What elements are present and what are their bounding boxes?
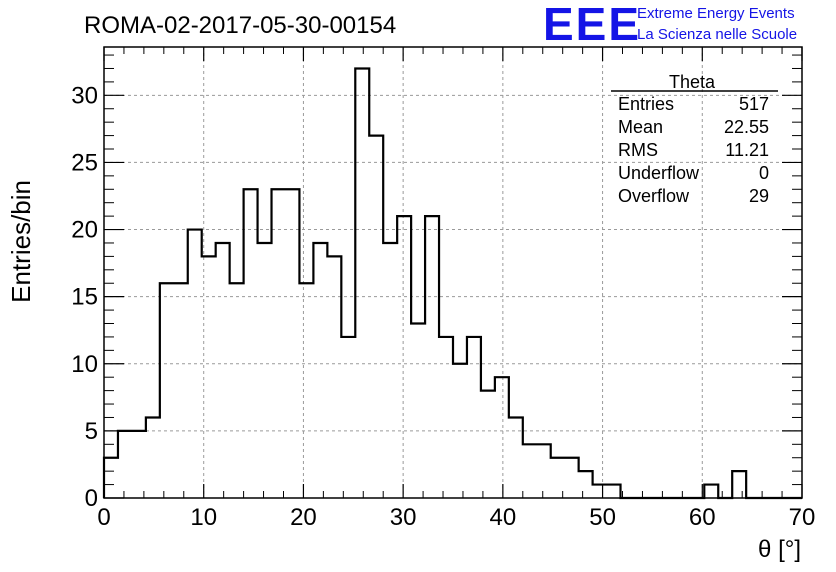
x-tick-label: 20: [290, 504, 317, 531]
x-tick-label: 50: [589, 504, 616, 531]
y-tick-label: 25: [71, 149, 98, 176]
stats-value: 29: [749, 186, 769, 206]
histogram-bin: [565, 458, 579, 498]
histogram-bin: [551, 458, 565, 498]
y-tick-label: 10: [71, 351, 98, 378]
stats-value: 11.21: [725, 140, 769, 160]
histogram-bin: [327, 256, 341, 498]
y-tick-label: 5: [85, 418, 98, 445]
axis-ticks: [103, 47, 803, 499]
histogram-bin: [285, 189, 299, 498]
x-tick-label: 40: [490, 504, 517, 531]
histogram-bin: [146, 417, 160, 498]
histogram-bin: [174, 283, 188, 498]
histogram-bin: [244, 189, 258, 498]
x-tick-label: 60: [689, 504, 716, 531]
histogram-bin: [509, 417, 523, 498]
tick-labels: 0 10 20 30 40 50 60 70 0 5 10 15 20 25 30: [71, 82, 815, 531]
stats-label: Mean: [618, 117, 663, 137]
logo-line2: La Scienza nelle Scuole: [637, 26, 797, 43]
stats-value: 22.55: [724, 117, 769, 137]
stats-box: Theta Entries 517 Mean 22.55 RMS 11.21 Underfl…: [611, 72, 778, 206]
stats-value: 0: [759, 163, 769, 183]
histogram-bin: [579, 471, 593, 498]
histogram-bin: [230, 283, 244, 498]
grid-lines: [104, 47, 802, 498]
histogram-bin: [495, 377, 509, 498]
histogram-bin: [732, 471, 746, 498]
histogram-bin: [258, 243, 272, 498]
chart-title: ROMA-02-2017-05-30-00154: [84, 12, 396, 39]
histogram-bin: [453, 364, 467, 498]
stats-rows: Entries 517 Mean 22.55 RMS 11.21 Underflow 0 Ove…: [618, 94, 769, 206]
histogram-bin: [425, 216, 439, 498]
histogram-bin: [341, 337, 355, 498]
histogram-bin: [397, 216, 411, 498]
logo-line1: Extreme Energy Events: [637, 5, 795, 22]
x-tick-label: 30: [390, 504, 417, 531]
histogram-bin: [202, 256, 216, 498]
y-tick-label: 30: [71, 82, 98, 109]
histogram-bin: [383, 243, 397, 498]
stats-label: RMS: [618, 140, 658, 160]
histogram-bin: [704, 485, 718, 498]
stats-label: Overflow: [618, 186, 690, 206]
histogram-bin: [411, 324, 425, 498]
x-axis-label: θ [°]: [758, 536, 801, 563]
histogram-bin: [467, 337, 481, 498]
stats-label: Entries: [618, 94, 674, 114]
stats-title: Theta: [669, 72, 716, 92]
histogram-bin: [481, 391, 495, 498]
histogram-bin: [118, 431, 132, 498]
histogram-bin: [132, 431, 146, 498]
x-tick-label: 0: [97, 504, 110, 531]
y-tick-label: 20: [71, 217, 98, 244]
histogram-bin: [537, 444, 551, 498]
x-tick-label: 10: [190, 504, 217, 531]
histogram-bin: [439, 337, 453, 498]
histogram-bin: [188, 230, 202, 498]
histogram-bin: [272, 189, 286, 498]
histogram-bin: [593, 485, 607, 498]
histogram-bin: [299, 283, 313, 498]
histogram-bin: [607, 485, 621, 498]
eee-logo: EEE Extreme Energy Events La Scienza nel…: [543, 0, 797, 50]
y-tick-label: 0: [85, 485, 98, 512]
histogram-bin: [160, 283, 174, 498]
x-tick-label: 70: [789, 504, 816, 531]
y-axis-label: Entries/bin: [6, 180, 36, 303]
logo-mark: EEE: [543, 0, 641, 50]
histogram-bin: [104, 458, 118, 498]
histogram-bin: [523, 444, 537, 498]
plot-frame: [103, 46, 803, 499]
histogram-bin: [313, 243, 327, 498]
stats-value: 517: [739, 94, 769, 114]
histogram-bin: [369, 136, 383, 498]
y-tick-label: 15: [71, 284, 98, 311]
histogram-bin: [355, 68, 369, 498]
histogram-bin: [216, 243, 230, 498]
stats-label: Underflow: [618, 163, 700, 183]
